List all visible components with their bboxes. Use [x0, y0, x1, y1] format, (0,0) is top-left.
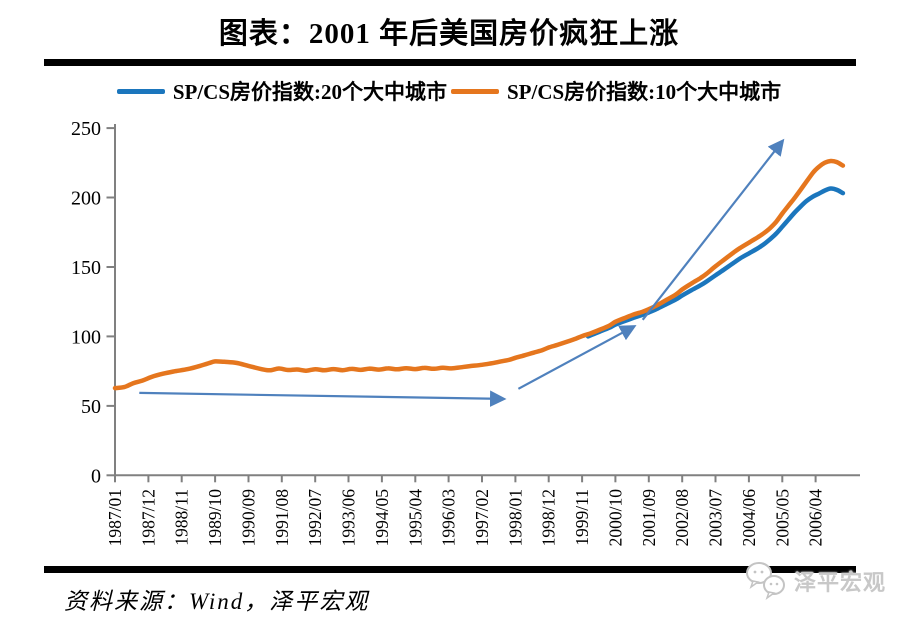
x-tick-label: 2006/04	[806, 489, 826, 547]
x-tick-label: 2001/09	[639, 489, 659, 547]
legend-label-10city: SP/CS房价指数:10个大中城市	[507, 80, 782, 104]
x-tick-label: 2003/07	[706, 489, 726, 547]
legend-item-10city: SP/CS房价指数:10个大中城市	[451, 76, 781, 106]
y-tick-label: 250	[71, 118, 101, 140]
legend-swatch-20city-icon	[116, 88, 165, 94]
x-axis: 1987/01 1987/12 1988/11 1989/10 1990/09 1991/…	[105, 474, 860, 547]
x-tick-label: 2004/06	[739, 489, 759, 547]
legend-label-20city: SP/CS房价指数:20个大中城市	[172, 80, 447, 104]
watermark-text: 泽平宏观	[793, 570, 886, 595]
chart-title: 图表：2001 年后美国房价疯狂上涨	[218, 18, 680, 50]
x-tick-label: 1998/01	[505, 489, 525, 546]
chat-bubbles-icon	[745, 562, 785, 600]
trend-arrow-3	[641, 138, 785, 321]
x-tick-label: 1998/12	[539, 489, 559, 546]
x-tick-label: 1996/03	[439, 489, 459, 547]
x-tick-label: 1991/08	[272, 489, 292, 547]
source-note: 资料来源：Wind，泽平宏观	[64, 589, 370, 614]
x-tick-label: 1999/11	[572, 489, 592, 546]
x-tick-label: 2000/10	[605, 489, 625, 547]
legend-swatch-10city-icon	[451, 88, 499, 94]
x-tick-label: 1995/04	[405, 489, 425, 547]
x-tick-label: 1989/10	[205, 489, 225, 547]
x-tick-label: 1993/06	[339, 489, 359, 547]
x-tick-label: 1990/09	[239, 489, 259, 547]
trend-arrow-1	[139, 390, 507, 407]
legend-item-20city: SP/CS房价指数:20个大中城市	[116, 76, 447, 106]
y-tick-label: 100	[71, 326, 101, 348]
top-divider	[44, 59, 856, 66]
series-line-20city	[585, 186, 846, 339]
y-tick-label: 200	[71, 188, 101, 210]
x-tick-label: 2002/08	[672, 489, 692, 547]
x-tick-label: 1987/12	[138, 489, 158, 546]
x-tick-label: 2005/05	[772, 489, 792, 547]
line-chart: 0 50 100 150 200 250 1987/01 1987/12 1988/11 1989…	[71, 118, 860, 547]
bottom-divider	[44, 566, 856, 573]
y-axis: 0 50 100 150 200 250	[71, 118, 116, 487]
y-tick-label: 0	[91, 465, 101, 487]
x-tick-label: 1994/05	[372, 489, 392, 547]
series-line-10city	[112, 158, 846, 391]
trend-arrow-2	[517, 325, 637, 390]
y-tick-label: 150	[71, 257, 101, 279]
x-tick-label: 1992/07	[305, 489, 325, 547]
y-tick-label: 50	[81, 396, 101, 418]
x-tick-label: 1988/11	[172, 489, 192, 546]
legend: SP/CS房价指数:20个大中城市 SP/CS房价指数:10个大中城市	[0, 76, 898, 106]
x-tick-label: 1997/02	[472, 489, 492, 546]
watermark: 泽平宏观	[745, 561, 886, 601]
x-tick-label: 1987/01	[105, 489, 125, 546]
